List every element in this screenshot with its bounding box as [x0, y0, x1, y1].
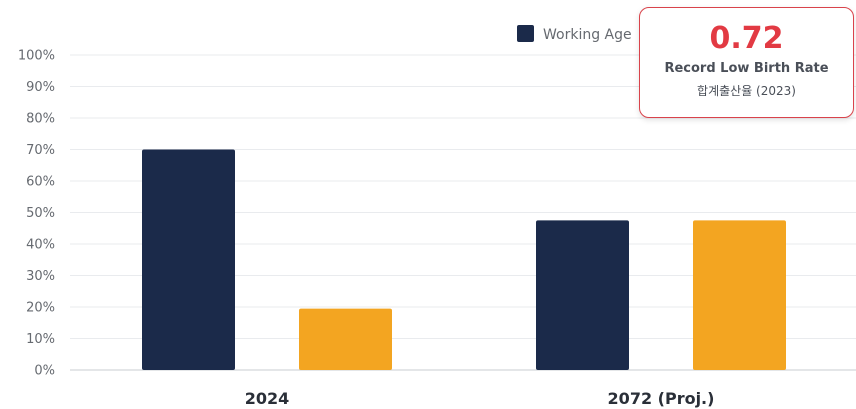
legend-swatch-working-age [517, 25, 534, 42]
y-tick-label: 40% [26, 238, 55, 253]
bar-orange-0 [299, 308, 392, 370]
y-tick-label: 100% [18, 49, 55, 64]
bar-navy-0 [142, 149, 235, 370]
y-tick-label: 60% [26, 175, 55, 190]
y-tick-label: 90% [26, 80, 55, 95]
y-tick-label: 30% [26, 269, 55, 284]
birth-rate-callout: 0.72 Record Low Birth Rate 합계출산율 (2023) [639, 7, 854, 118]
y-tick-label: 0% [34, 364, 55, 379]
callout-value: 0.72 [709, 21, 784, 56]
y-tick-label: 10% [26, 332, 55, 347]
bar-orange-1 [693, 220, 786, 370]
y-axis: 0% 10% 20% 30% 40% 50% 60% 70% 80% 90% 100% [18, 49, 55, 379]
y-tick-label: 20% [26, 301, 55, 316]
legend: Working Age [517, 25, 632, 43]
bar-navy-1 [536, 220, 629, 370]
legend-label-working-age: Working Age [543, 27, 632, 43]
callout-subtitle: 합계출산율 (2023) [697, 84, 796, 98]
y-tick-label: 80% [26, 112, 55, 127]
y-tick-label: 50% [26, 206, 55, 221]
x-category-label: 2072 (Proj.) [608, 389, 715, 408]
y-tick-label: 70% [26, 143, 55, 158]
callout-title: Record Low Birth Rate [664, 61, 829, 76]
x-axis: 2024 2072 (Proj.) [245, 389, 715, 408]
bars [142, 149, 786, 370]
x-category-label: 2024 [245, 389, 290, 408]
